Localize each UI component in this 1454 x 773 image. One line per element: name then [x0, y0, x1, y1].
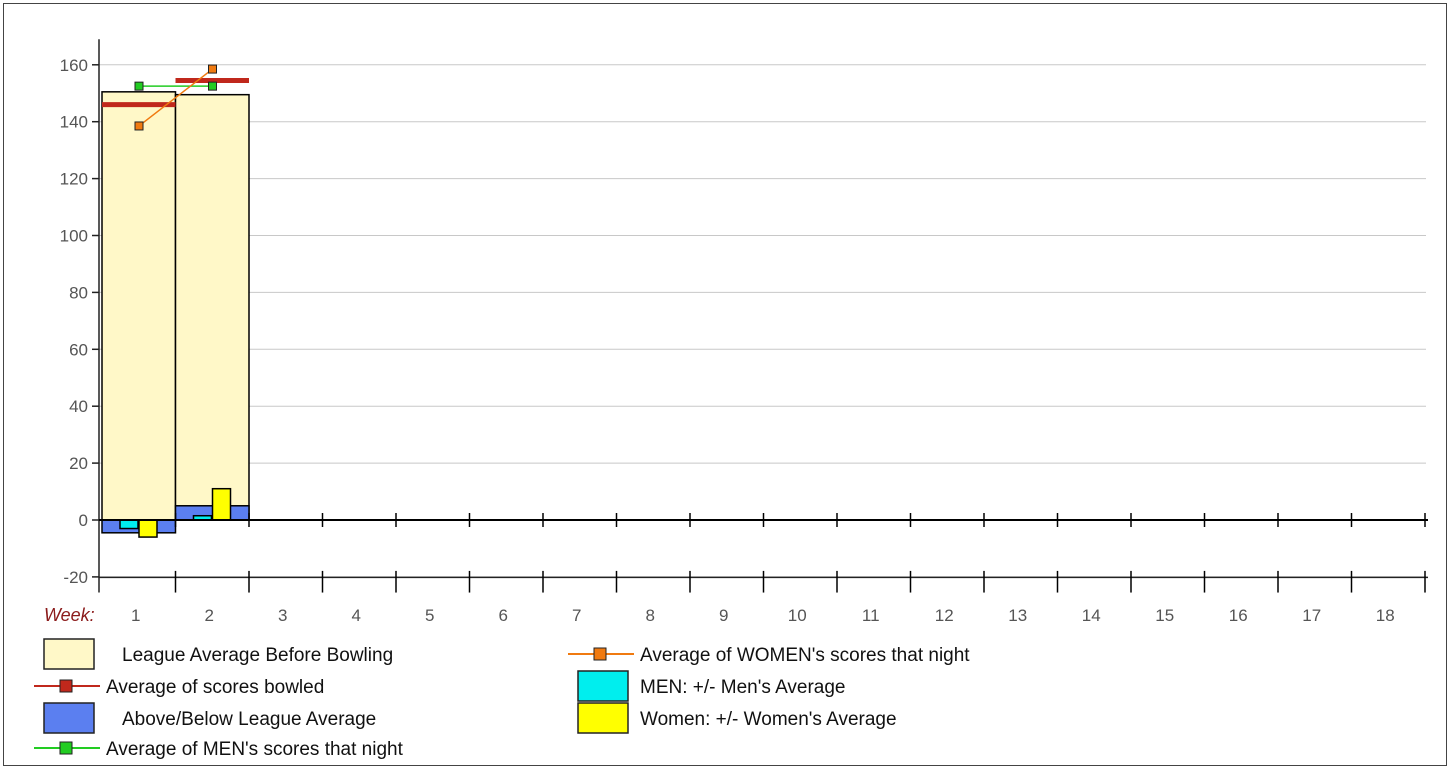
legend-swatch-marker: [59, 679, 73, 693]
x-tick-label: 5: [425, 606, 434, 625]
bar-league-average: [101, 91, 177, 521]
legend-label: Women: +/- Women's Average: [640, 709, 897, 730]
series-point: [208, 81, 217, 91]
legend-label: League Average Before Bowling: [122, 645, 393, 666]
series-point: [134, 81, 144, 91]
series-point: [134, 121, 144, 131]
y-tick-label: -20: [63, 568, 88, 587]
x-tick-label: 16: [1229, 606, 1248, 625]
series-lines: [134, 64, 217, 131]
y-tick-label: 120: [60, 170, 88, 189]
x-tick-label: 3: [278, 606, 287, 625]
x-tick-label: 18: [1376, 606, 1395, 625]
x-tick-label: 9: [719, 606, 728, 625]
series-line: [138, 68, 213, 127]
series-point: [208, 64, 217, 74]
x-tick-label: 2: [205, 606, 214, 625]
bar-men-plus-minus: [119, 519, 139, 530]
x-tick-label: 11: [862, 606, 880, 625]
x-tick-label: 6: [499, 606, 508, 625]
y-tick-label: 140: [60, 113, 88, 132]
x-tick-label: 14: [1082, 606, 1101, 625]
y-tick-label: 100: [60, 227, 88, 246]
x-tick-label: 8: [646, 606, 655, 625]
x-tick-label: 12: [935, 606, 954, 625]
axes: [98, 39, 1428, 593]
y-tick-label: 0: [79, 511, 88, 530]
legend-label: Average of WOMEN's scores that night: [640, 645, 970, 666]
legend-swatch: [43, 638, 95, 670]
y-tick-label: 20: [69, 454, 88, 473]
x-tick-label: 4: [352, 606, 361, 625]
bars: [101, 77, 250, 538]
y-axis-labels: 160 140 120 100 80 60 40 20 0 -20: [60, 56, 88, 587]
legend-swatch: [577, 702, 629, 734]
y-tick-label: 160: [60, 56, 88, 75]
x-tick-label: 7: [572, 606, 581, 625]
y-tick-label: 40: [69, 397, 88, 416]
legend-swatch-marker: [59, 741, 73, 755]
legend-swatch: [43, 702, 95, 734]
legend-swatch-marker: [593, 647, 607, 661]
bar-women-plus-minus: [211, 487, 232, 521]
grid-lines: [92, 64, 1426, 578]
legend-label: Average of scores bowled: [106, 677, 324, 698]
x-tick-label: 10: [788, 606, 807, 625]
chart-frame: 160 140 120 100 80 60 40 20 0 -20 1 2 3 4 5 6 7 8 9 10 11 12…: [3, 3, 1447, 766]
y-tick-label: 60: [69, 340, 88, 359]
legend-label: Above/Below League Average: [122, 709, 376, 730]
bar-women-plus-minus: [138, 519, 158, 538]
x-axis-title: Week:: [44, 605, 95, 625]
legend-label: Average of MEN's scores that night: [106, 739, 404, 760]
legend: League Average Before Bowling Average of …: [34, 638, 970, 760]
y-tick-label: 80: [69, 283, 88, 302]
bar-league-average: [174, 93, 250, 521]
x-tick-label: 17: [1302, 606, 1321, 625]
x-axis-labels: 1 2 3 4 5 6 7 8 9 10 11 12 13 14 15 16 17 18: [131, 606, 1395, 625]
x-tick-label: 15: [1155, 606, 1174, 625]
legend-label: MEN: +/- Men's Average: [640, 677, 846, 698]
x-tick-label: 13: [1008, 606, 1027, 625]
legend-swatch: [577, 670, 629, 702]
x-tick-label: 1: [131, 606, 140, 625]
